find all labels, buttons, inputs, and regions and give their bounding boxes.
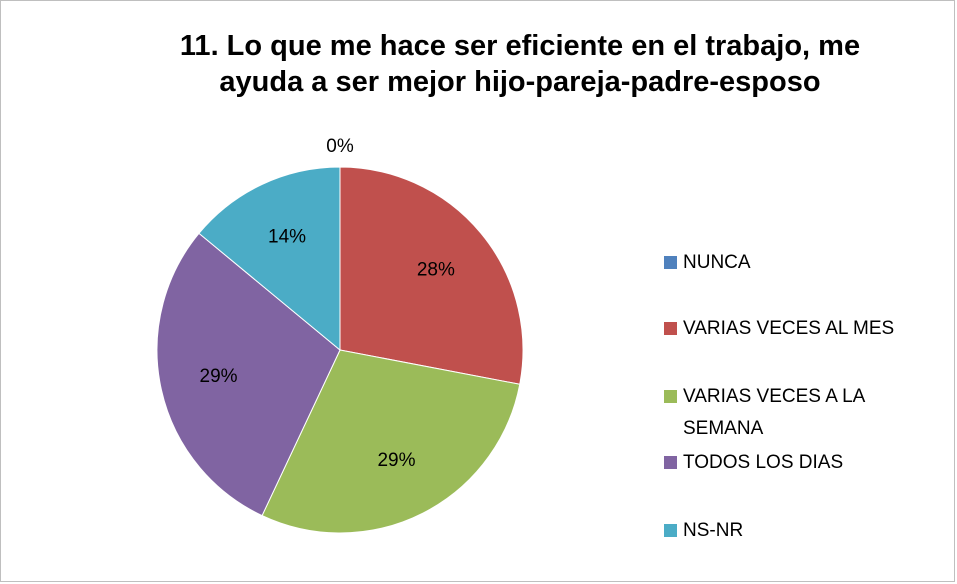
legend-swatch [664,524,677,537]
legend-label: NS-NR [683,520,744,541]
chart-title: 11. Lo que me hace ser eficiente en el t… [179,30,861,98]
legend-swatch [664,390,677,403]
data-label: 0% [326,136,354,157]
legend-item: NS-NR [664,515,928,547]
legend-item: TODOS LOS DIAS [664,447,928,479]
data-label: 28% [417,260,455,281]
legend-label: NUNCA [683,252,751,273]
legend-swatch [664,322,677,335]
pie-slice [339,166,524,385]
data-label: 29% [200,366,238,387]
pie-slice [156,232,341,517]
legend-swatch [664,256,677,269]
legend-item: NUNCA [664,247,928,279]
legend-item: VARIAS VECES AL MES [664,313,928,345]
data-label: 29% [377,450,415,471]
legend-item: VARIAS VECES A LA SEMANA [664,381,928,445]
legend-label: VARIAS VECES AL MES [683,318,895,339]
pie-slice [261,349,521,534]
data-label: 14% [268,226,306,247]
pie-slice [198,166,341,352]
legend-label: TODOS LOS DIAS [683,452,844,473]
legend-label: VARIAS VECES A LA SEMANA [683,386,865,439]
legend-swatch [664,456,677,469]
